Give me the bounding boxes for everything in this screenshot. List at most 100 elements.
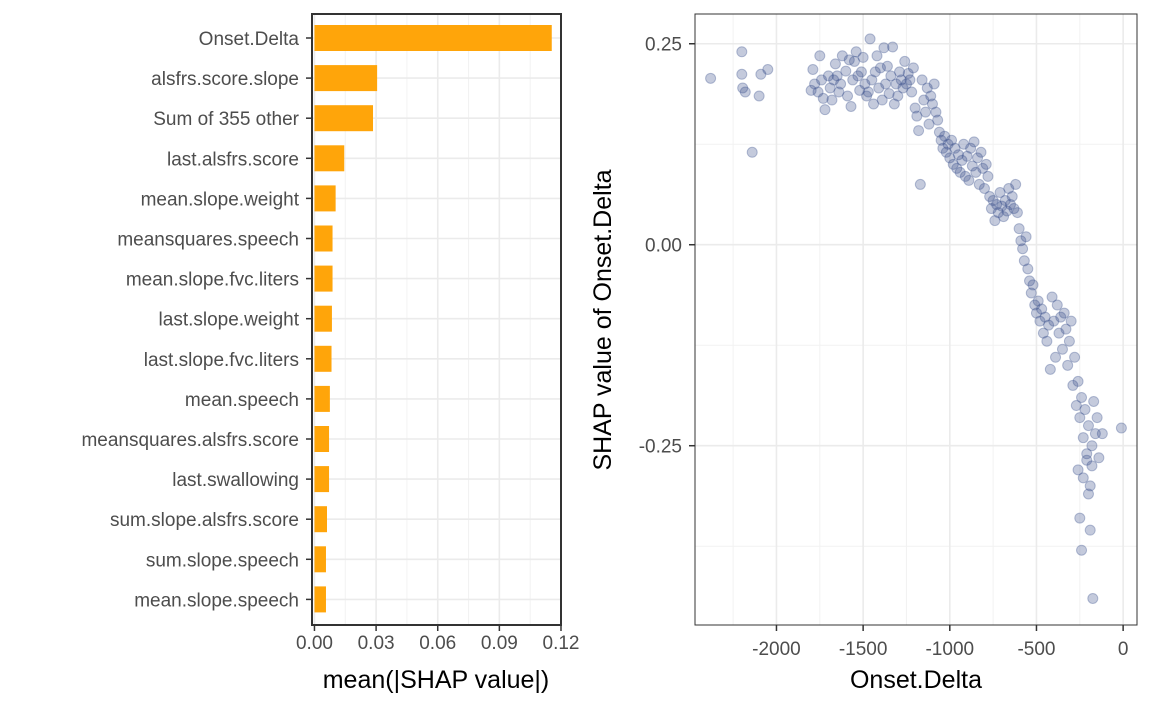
bar-chart-x-axis-title: mean(|SHAP value|) [323, 666, 550, 694]
bar-chart: Onset.Delta alsfrs.score.slope Sum of 355 … [81, 13, 579, 694]
scatter-point [926, 98, 938, 110]
bar-category-label: sum.slope.alsfrs.score [110, 510, 299, 531]
scatter-point [980, 158, 992, 170]
bar-category-label: mean.speech [185, 390, 299, 411]
scatter-point [736, 46, 748, 58]
bar-x-tick-label: 0.09 [481, 633, 518, 654]
bar-category-label: last.slope.fvc.liters [144, 350, 299, 371]
scatter-x-tick-label: -1000 [925, 639, 974, 660]
scatter-point [840, 65, 852, 77]
scatter-point [835, 78, 847, 90]
scatter-point [1020, 231, 1032, 243]
bar [314, 345, 332, 372]
scatter-point [819, 104, 831, 116]
scatter-point [987, 195, 999, 207]
scatter-point [975, 146, 987, 158]
scatter-point [978, 182, 990, 194]
scatter-point [739, 86, 751, 98]
scatter-point [859, 78, 871, 90]
scatter-point [866, 74, 878, 86]
scatter-point [1022, 263, 1034, 275]
scatter-point [1037, 327, 1049, 339]
bar-chart-x-ticks: 0.00 0.03 0.06 0.09 0.12 [296, 625, 579, 654]
scatter-point [816, 74, 828, 86]
bar [314, 25, 552, 51]
scatter-x-tick-label: 0 [1118, 639, 1129, 660]
scatter-point [921, 82, 933, 94]
scatter-y-tick-label: 0.25 [645, 35, 682, 56]
scatter-point [1030, 307, 1042, 319]
scatter-point [848, 55, 860, 67]
bar [314, 105, 374, 132]
scatter-point [888, 98, 900, 110]
scatter-point [857, 51, 869, 63]
scatter-point [883, 88, 895, 100]
scatter-point [1065, 315, 1077, 327]
scatter-point [994, 186, 1006, 198]
scatter-point [855, 66, 867, 78]
scatter-point [862, 86, 874, 98]
bar [314, 385, 330, 412]
scatter-point [894, 66, 906, 78]
scatter-point [1077, 472, 1089, 484]
scatter-point [864, 33, 876, 45]
scatter-point [954, 166, 966, 178]
scatter-point [824, 82, 836, 94]
scatter-point [998, 211, 1010, 223]
scatter-point [991, 199, 1003, 211]
scatter-point [1044, 363, 1056, 375]
scatter-point [935, 134, 947, 146]
scatter-chart-x-ticks: -2000 -1500 -1000 -500 0 [752, 625, 1128, 660]
scatter-x-tick-label: -500 [1017, 639, 1055, 660]
scatter-point [1017, 243, 1029, 255]
scatter-x-tick-label: -2000 [752, 639, 801, 660]
scatter-point [817, 92, 829, 104]
bar [314, 145, 345, 172]
scatter-point [1053, 327, 1065, 339]
bar-x-tick-label: 0.03 [358, 633, 395, 654]
scatter-point [1074, 512, 1086, 524]
scatter-point [1081, 454, 1093, 466]
scatter-point [1039, 311, 1051, 323]
bar-x-tick-label: 0.06 [419, 633, 456, 654]
scatter-point [1001, 205, 1013, 217]
scatter-point [1004, 199, 1016, 211]
scatter-point [1006, 190, 1018, 202]
scatter-point [885, 70, 897, 82]
scatter-chart-y-ticks: 0.25 0.00 -0.25 [639, 35, 695, 458]
scatter-point [1024, 275, 1036, 287]
scatter-point [1008, 203, 1020, 215]
scatter-point [984, 190, 996, 202]
scatter-point [992, 207, 1004, 219]
scatter-point [989, 215, 1001, 227]
bar-category-label: last.slope.weight [159, 310, 300, 331]
scatter-y-tick-label: 0.00 [645, 236, 682, 257]
scatter-point [746, 146, 758, 158]
scatter-chart-y-axis-title: SHAP value of Onset.Delta [589, 169, 617, 470]
scatter-point [1025, 287, 1037, 299]
scatter-point [985, 203, 997, 215]
scatter-point [1069, 351, 1081, 363]
scatter-point [914, 178, 926, 190]
scatter-point [1032, 295, 1044, 307]
bar-category-label: last.alsfrs.score [167, 149, 299, 170]
scatter-point [814, 50, 826, 62]
scatter-chart-x-axis-title: Onset.Delta [850, 666, 982, 694]
scatter-point [1055, 311, 1067, 323]
scatter-point [966, 160, 978, 172]
scatter-point [1036, 303, 1048, 315]
bar [314, 65, 378, 92]
bar [314, 265, 333, 292]
scatter-point [1013, 223, 1025, 235]
scatter-point [874, 62, 886, 74]
scatter-point [959, 170, 971, 182]
scatter-point [843, 54, 855, 66]
scatter-point [1029, 299, 1041, 311]
scatter-point [906, 86, 918, 98]
scatter-point [897, 82, 909, 94]
bar [314, 185, 336, 212]
scatter-point [809, 78, 821, 90]
scatter-point [1070, 400, 1082, 412]
scatter-point [1015, 235, 1027, 247]
